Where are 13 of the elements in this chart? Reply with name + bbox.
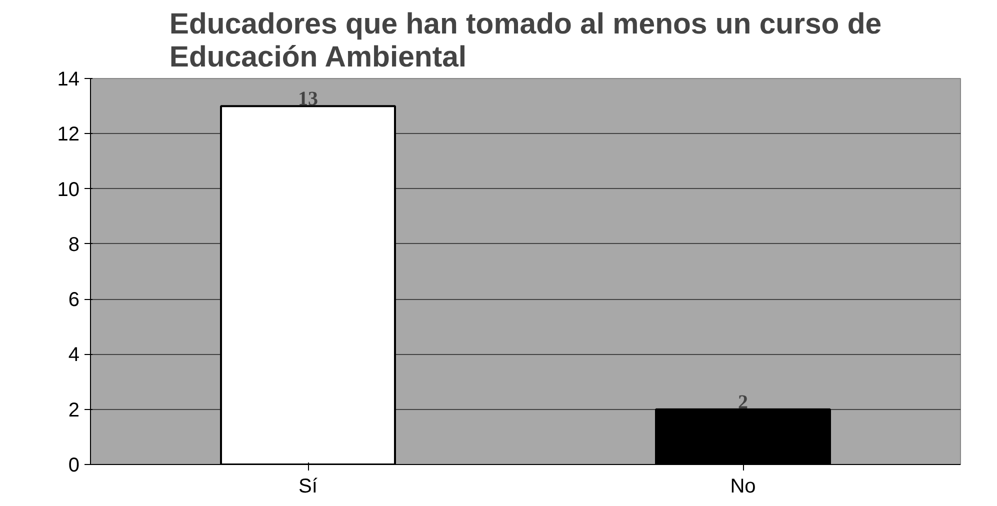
data-label: 2 [738,391,748,414]
x-tick-label: No [730,476,756,498]
y-tick-label: 12 [57,124,80,146]
y-tick-label: 8 [68,234,80,256]
x-tick-label: Sí [298,476,318,498]
y-tick-label: 2 [68,399,80,422]
y-tick-label: 4 [68,344,80,366]
data-label: 13 [298,88,318,110]
y-tick-label: 0 [68,454,80,476]
y-tick-label: 6 [68,289,80,312]
y-tick-label: 10 [57,178,80,201]
y-tick-label: 14 [57,68,80,90]
chart-title: Educadores que han tomado al menos un curso de Educación Ambiental [169,8,882,74]
